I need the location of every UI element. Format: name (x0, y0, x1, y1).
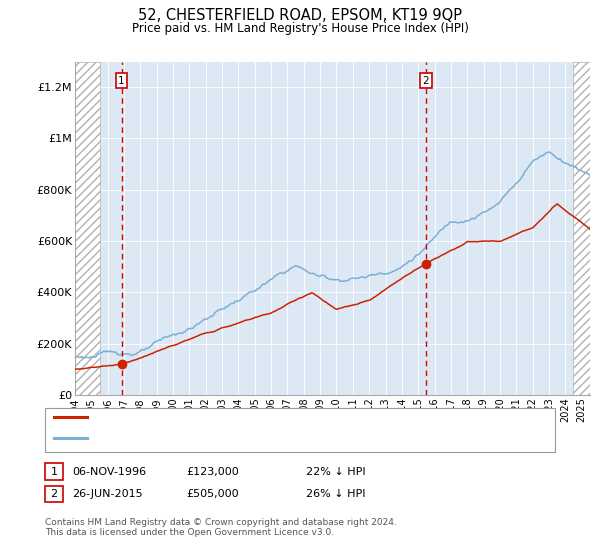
Text: 1: 1 (50, 466, 58, 477)
Text: 06-NOV-1996: 06-NOV-1996 (72, 466, 146, 477)
Text: 52, CHESTERFIELD ROAD, EPSOM, KT19 9QP: 52, CHESTERFIELD ROAD, EPSOM, KT19 9QP (138, 8, 462, 24)
Text: 1: 1 (118, 76, 125, 86)
Text: 2: 2 (50, 489, 58, 499)
Text: £505,000: £505,000 (186, 489, 239, 499)
Text: 26% ↓ HPI: 26% ↓ HPI (306, 489, 365, 499)
Text: 2: 2 (423, 76, 430, 86)
Bar (75, 62, 100, 395)
Text: 52, CHESTERFIELD ROAD, EPSOM, KT19 9QP (detached house): 52, CHESTERFIELD ROAD, EPSOM, KT19 9QP (… (90, 412, 432, 422)
Text: Price paid vs. HM Land Registry's House Price Index (HPI): Price paid vs. HM Land Registry's House … (131, 22, 469, 35)
Text: 22% ↓ HPI: 22% ↓ HPI (306, 466, 365, 477)
Bar (574, 62, 590, 395)
Text: £123,000: £123,000 (186, 466, 239, 477)
Text: HPI: Average price, detached house, Epsom and Ewell: HPI: Average price, detached house, Epso… (90, 433, 385, 443)
Text: Contains HM Land Registry data © Crown copyright and database right 2024.
This d: Contains HM Land Registry data © Crown c… (45, 518, 397, 538)
Text: 26-JUN-2015: 26-JUN-2015 (72, 489, 143, 499)
